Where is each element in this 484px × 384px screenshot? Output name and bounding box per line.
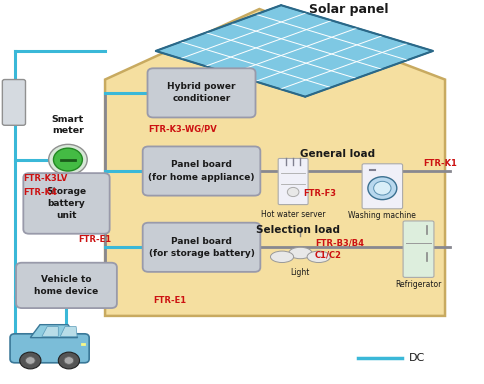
Text: Vehicle to
home device: Vehicle to home device [34, 275, 98, 296]
Text: Smart
meter: Smart meter [52, 115, 84, 135]
FancyBboxPatch shape [10, 334, 89, 363]
FancyBboxPatch shape [142, 223, 260, 272]
Polygon shape [105, 9, 444, 316]
Circle shape [287, 187, 298, 197]
FancyBboxPatch shape [362, 164, 402, 209]
Text: FTR-E1: FTR-E1 [153, 296, 186, 305]
Text: General load: General load [300, 149, 375, 159]
Ellipse shape [306, 251, 330, 263]
Text: FTR-K1: FTR-K1 [423, 159, 456, 168]
Text: C1/C2: C1/C2 [314, 250, 341, 260]
Circle shape [367, 177, 396, 200]
Ellipse shape [288, 247, 311, 259]
Circle shape [53, 148, 82, 171]
FancyBboxPatch shape [278, 159, 307, 205]
Text: FTR-F3: FTR-F3 [302, 189, 335, 199]
FancyBboxPatch shape [147, 68, 255, 118]
Polygon shape [60, 326, 77, 336]
Text: DC: DC [408, 353, 424, 363]
Polygon shape [155, 5, 432, 97]
FancyBboxPatch shape [2, 79, 26, 125]
Circle shape [48, 144, 87, 175]
Text: FTR-K4: FTR-K4 [23, 187, 57, 197]
Text: Refrigerator: Refrigerator [394, 280, 441, 289]
FancyBboxPatch shape [23, 173, 109, 234]
Text: Washing machine: Washing machine [348, 211, 415, 220]
FancyBboxPatch shape [142, 146, 260, 195]
FancyBboxPatch shape [402, 221, 433, 277]
Text: Hybrid power
conditioner: Hybrid power conditioner [167, 82, 235, 103]
Text: FTR-B3/B4: FTR-B3/B4 [314, 239, 363, 248]
Circle shape [64, 357, 74, 364]
Text: Storage
battery
unit: Storage battery unit [46, 187, 86, 220]
Text: Light: Light [290, 268, 309, 277]
Polygon shape [30, 324, 77, 338]
Circle shape [373, 181, 390, 195]
Text: Selection load: Selection load [256, 225, 339, 235]
Text: Hot water server: Hot water server [260, 210, 325, 219]
Circle shape [20, 352, 41, 369]
Circle shape [58, 352, 79, 369]
Text: Solar panel: Solar panel [308, 3, 388, 16]
Text: FTR-K3-WG/PV: FTR-K3-WG/PV [148, 124, 217, 134]
Text: Panel board
(for storage battery): Panel board (for storage battery) [148, 237, 254, 258]
Text: FTR-E1: FTR-E1 [78, 235, 111, 244]
Text: FTR-K3LV: FTR-K3LV [23, 174, 67, 183]
Text: Panel board
(for home appliance): Panel board (for home appliance) [148, 161, 254, 182]
Polygon shape [42, 326, 58, 336]
Circle shape [26, 357, 35, 364]
FancyBboxPatch shape [16, 263, 117, 308]
Ellipse shape [270, 251, 293, 263]
